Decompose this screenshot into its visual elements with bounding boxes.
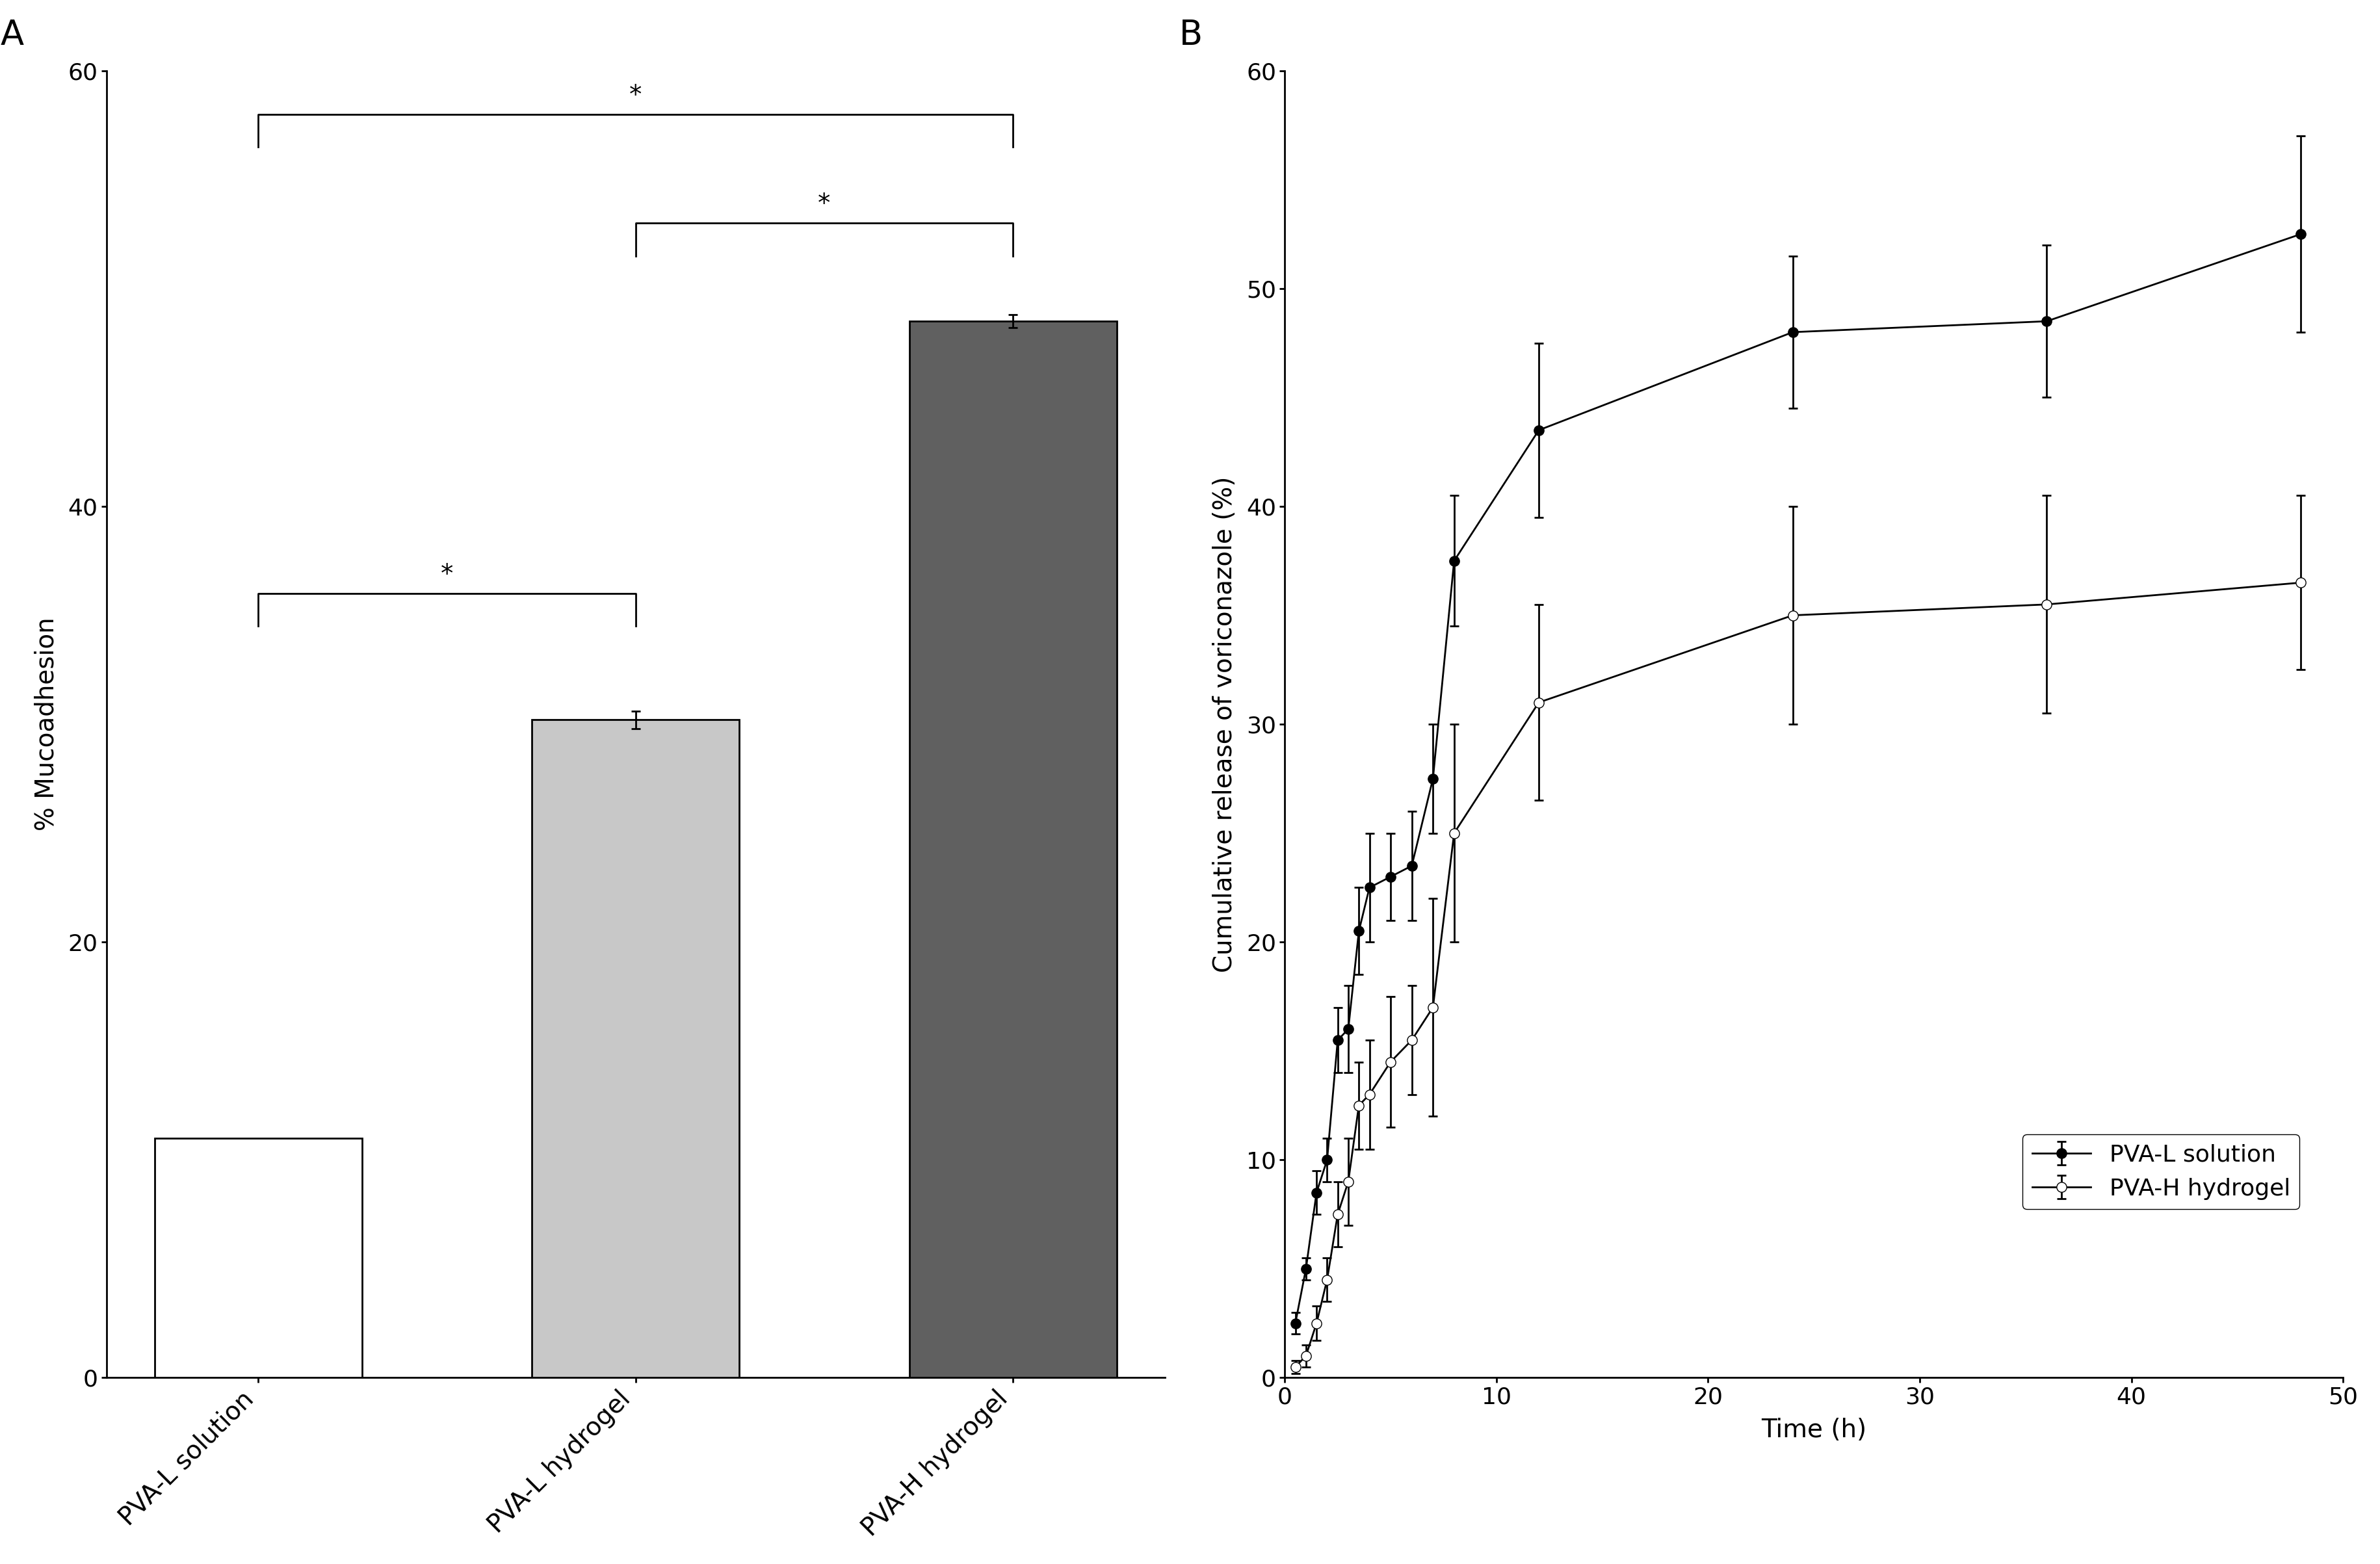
Bar xyxy=(531,719,740,1378)
Legend: PVA-L solution, PVA-H hydrogel: PVA-L solution, PVA-H hydrogel xyxy=(2023,1134,2299,1209)
Bar xyxy=(155,1139,362,1378)
Text: A: A xyxy=(0,19,24,52)
Text: *: * xyxy=(440,563,452,586)
X-axis label: Time (h): Time (h) xyxy=(1761,1417,1866,1442)
Text: B: B xyxy=(1178,19,1202,52)
Text: *: * xyxy=(628,83,643,108)
Y-axis label: % Mucoadhesion: % Mucoadhesion xyxy=(33,618,60,830)
Text: *: * xyxy=(819,192,831,217)
Bar xyxy=(909,321,1116,1378)
Y-axis label: Cumulative release of voriconazole (%): Cumulative release of voriconazole (%) xyxy=(1211,475,1238,973)
